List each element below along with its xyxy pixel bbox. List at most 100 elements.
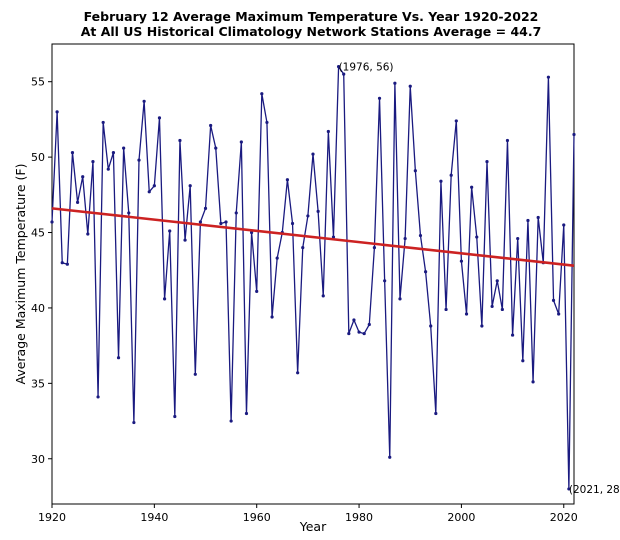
data-point (331, 235, 336, 239)
data-point (239, 140, 243, 144)
data-point (101, 120, 105, 125)
data-point (296, 371, 300, 375)
data-point (408, 84, 412, 88)
data-point (536, 215, 540, 220)
data-point (147, 190, 151, 194)
data-point (490, 304, 494, 309)
data-point (393, 81, 397, 85)
annotations-group: (1976, 56) (2021, 28) (339, 62, 620, 496)
data-point (193, 372, 197, 376)
annotation-label: (1976, 56) (339, 62, 394, 74)
data-point (572, 132, 576, 137)
data-point (321, 294, 325, 298)
data-point (234, 211, 238, 215)
data-point (526, 218, 530, 223)
data-point (551, 298, 556, 302)
axis-ticks: 1920 1940 1960 1980 2000 2020 30 35 40 45 50 55 (31, 76, 578, 524)
data-point (352, 318, 356, 322)
y-axis-label: Average Maximum Temperature (F) (13, 164, 28, 385)
data-point (311, 152, 315, 156)
data-point (301, 246, 305, 250)
data-point (86, 232, 90, 236)
data-point (275, 256, 279, 260)
data-point (336, 65, 341, 69)
data-point (475, 235, 479, 239)
chart-subtitle: At All US Historical Climatology Network… (81, 24, 542, 39)
data-point (244, 411, 249, 416)
data-point (357, 330, 361, 334)
data-point (521, 359, 525, 363)
y-tick-label: 50 (31, 151, 45, 164)
data-point (383, 279, 387, 283)
data-point (70, 150, 75, 155)
data-point (326, 129, 330, 134)
data-point (198, 220, 203, 224)
data-point (423, 270, 428, 274)
data-point (290, 221, 295, 226)
data-point (285, 178, 290, 182)
data-point (270, 315, 274, 319)
data-point (249, 230, 254, 235)
annotation-label: (2021, 28) (569, 484, 620, 496)
data-point (342, 72, 346, 76)
data-point (137, 158, 141, 162)
data-point (470, 185, 474, 189)
data-point (444, 307, 448, 312)
data-point (55, 110, 59, 114)
data-point (224, 220, 228, 224)
x-tick-label: 1920 (38, 511, 66, 524)
data-point (557, 312, 561, 316)
data-point (116, 356, 121, 360)
x-axis-label: Year (299, 519, 327, 534)
x-tick-label: 1980 (345, 511, 373, 524)
data-point (157, 116, 162, 120)
data-point (142, 99, 146, 103)
data-point (173, 414, 177, 419)
data-point (454, 119, 458, 123)
series-line (51, 65, 575, 490)
data-point (398, 297, 402, 301)
trendline-group (51, 207, 575, 267)
data-point (372, 246, 377, 250)
data-point (316, 209, 320, 214)
data-point (516, 236, 520, 241)
data-point (505, 138, 510, 143)
data-point (152, 184, 156, 188)
data-point (388, 455, 392, 459)
y-tick-label: 45 (31, 227, 45, 240)
x-tick-label: 2020 (550, 511, 578, 524)
data-point (229, 419, 233, 423)
y-tick-label: 55 (31, 76, 45, 89)
data-point (50, 220, 54, 224)
data-point (255, 289, 259, 293)
data-point (214, 146, 218, 150)
data-point (531, 380, 535, 384)
plot-area (51, 43, 575, 505)
chart-title: February 12 Average Maximum Temperature … (84, 9, 539, 24)
data-point (122, 146, 126, 150)
x-tick-label: 1940 (140, 511, 168, 524)
data-point (362, 331, 366, 336)
data-point (367, 322, 371, 327)
x-tick-label: 2000 (447, 511, 475, 524)
data-point (168, 229, 172, 233)
data-point (260, 92, 264, 96)
y-tick-label: 30 (31, 453, 45, 466)
data-point (127, 211, 131, 215)
data-point (429, 324, 433, 328)
data-point (413, 169, 417, 173)
data-point (546, 75, 551, 79)
data-point (434, 411, 438, 416)
data-point (449, 173, 453, 177)
data-point (377, 96, 382, 100)
data-point (65, 262, 69, 266)
data-point (567, 487, 571, 491)
x-tick-label: 1960 (243, 511, 271, 524)
data-point (480, 324, 484, 328)
trend-line (51, 207, 575, 267)
data-point (347, 331, 351, 336)
data-point (265, 120, 269, 125)
y-tick-label: 40 (31, 302, 45, 315)
series-group (50, 65, 576, 491)
